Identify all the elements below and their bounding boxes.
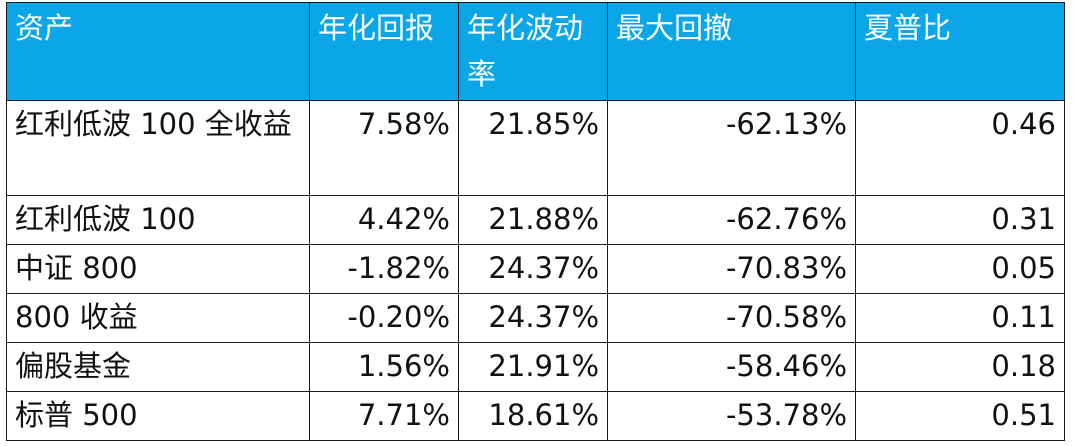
cell-max-drawdown: -62.76% [607, 195, 856, 245]
cell-sharpe-ratio: 0.31 [855, 195, 1065, 245]
cell-sharpe-ratio: 0.51 [855, 391, 1065, 441]
cell-annual-volatility: 24.37% [458, 244, 608, 294]
cell-asset: 红利低波 100 [6, 195, 310, 245]
cell-annual-volatility: 24.37% [458, 293, 608, 343]
table-row: 800 收益 -0.20% 24.37% -70.58% 0.11 [6, 293, 1065, 343]
cell-max-drawdown: -70.83% [607, 244, 856, 294]
cell-max-drawdown: -58.46% [607, 342, 856, 392]
cell-annual-volatility: 18.61% [458, 391, 608, 441]
cell-annual-return: -0.20% [309, 293, 459, 343]
cell-asset: 800 收益 [6, 293, 310, 343]
cell-annual-volatility: 21.88% [458, 195, 608, 245]
table-row: 偏股基金 1.56% 21.91% -58.46% 0.18 [6, 342, 1065, 392]
cell-sharpe-ratio: 0.46 [855, 100, 1065, 196]
header-annual-volatility: 年化波动率 [458, 2, 608, 101]
cell-sharpe-ratio: 0.11 [855, 293, 1065, 343]
table-row: 红利低波 100 4.42% 21.88% -62.76% 0.31 [6, 195, 1065, 245]
table-row: 红利低波 100 全收益 7.58% 21.85% -62.13% 0.46 [6, 100, 1065, 196]
header-asset: 资产 [6, 2, 310, 101]
cell-max-drawdown: -70.58% [607, 293, 856, 343]
header-sharpe-ratio: 夏普比 [855, 2, 1065, 101]
header-row: 资产 年化回报 年化波动率 最大回撤 夏普比 [6, 2, 1065, 101]
table-row: 标普 500 7.71% 18.61% -53.78% 0.51 [6, 391, 1065, 441]
cell-annual-volatility: 21.85% [458, 100, 608, 196]
table-row: 中证 800 -1.82% 24.37% -70.83% 0.05 [6, 244, 1065, 294]
cell-annual-return: 1.56% [309, 342, 459, 392]
cell-max-drawdown: -62.13% [607, 100, 856, 196]
cell-sharpe-ratio: 0.05 [855, 244, 1065, 294]
cell-annual-return: 7.58% [309, 100, 459, 196]
cell-annual-return: -1.82% [309, 244, 459, 294]
header-max-drawdown: 最大回撤 [607, 2, 856, 101]
cell-max-drawdown: -53.78% [607, 391, 856, 441]
cell-asset: 红利低波 100 全收益 [6, 100, 310, 196]
cell-asset: 中证 800 [6, 244, 310, 294]
cell-annual-return: 7.71% [309, 391, 459, 441]
asset-performance-table: 资产 年化回报 年化波动率 最大回撤 夏普比 红利低波 100 全收益 7.58… [6, 2, 1065, 441]
cell-annual-volatility: 21.91% [458, 342, 608, 392]
cell-sharpe-ratio: 0.18 [855, 342, 1065, 392]
cell-asset: 标普 500 [6, 391, 310, 441]
cell-annual-return: 4.42% [309, 195, 459, 245]
header-annual-return: 年化回报 [309, 2, 459, 101]
cell-asset: 偏股基金 [6, 342, 310, 392]
